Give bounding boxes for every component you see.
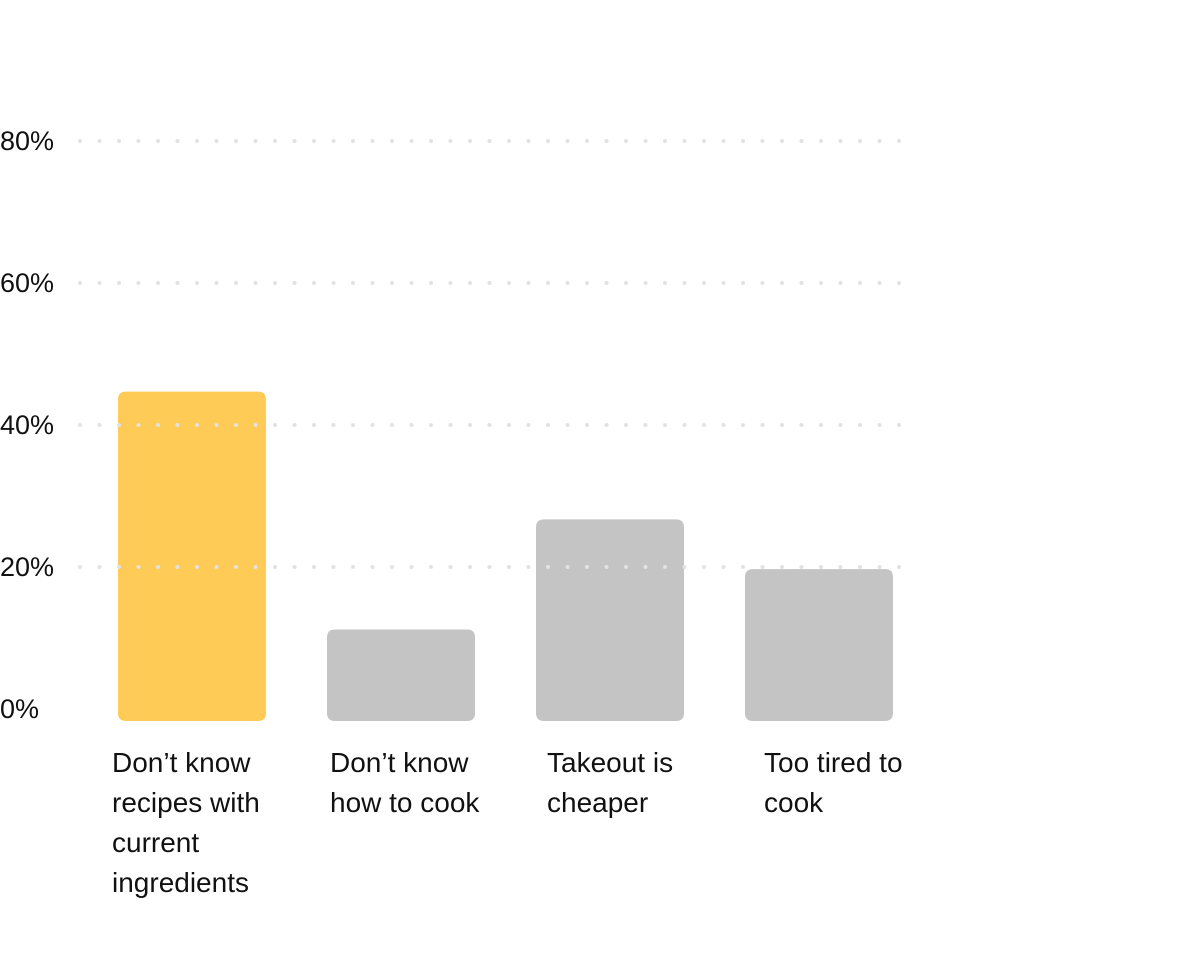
category-label-line: Takeout is xyxy=(547,747,673,778)
y-axis-tick-labels: 0% 20% 40% 60% 80% xyxy=(0,126,54,724)
y-tick-label-80: 80% xyxy=(0,126,54,156)
bar-1 xyxy=(118,391,266,721)
category-label-line: Don’t know xyxy=(112,747,251,778)
bar-3 xyxy=(536,519,684,721)
y-tick-label-60: 60% xyxy=(0,268,54,298)
category-label-4: Too tired to cook xyxy=(764,747,903,818)
category-label-3: Takeout is cheaper xyxy=(547,747,673,818)
category-label-2: Don’t know how to cook xyxy=(330,747,480,818)
category-label-1: Don’t know recipes with current ingredients xyxy=(112,747,260,898)
bar-2 xyxy=(327,629,475,721)
category-label-line: cook xyxy=(764,787,824,818)
bar-4 xyxy=(745,569,893,721)
y-tick-label-20: 20% xyxy=(0,552,54,582)
category-label-line: recipes with xyxy=(112,787,260,818)
category-label-line: current xyxy=(112,827,199,858)
category-label-line: Too tired to xyxy=(764,747,903,778)
category-label-line: cheaper xyxy=(547,787,648,818)
bars-layer xyxy=(118,391,893,721)
y-tick-label-40: 40% xyxy=(0,410,54,440)
category-label-line: Don’t know xyxy=(330,747,469,778)
category-labels: Don’t know recipes with current ingredients… xyxy=(112,747,903,898)
category-label-line: ingredients xyxy=(112,867,249,898)
category-label-line: how to cook xyxy=(330,787,480,818)
y-tick-label-0: 0% xyxy=(0,694,39,724)
